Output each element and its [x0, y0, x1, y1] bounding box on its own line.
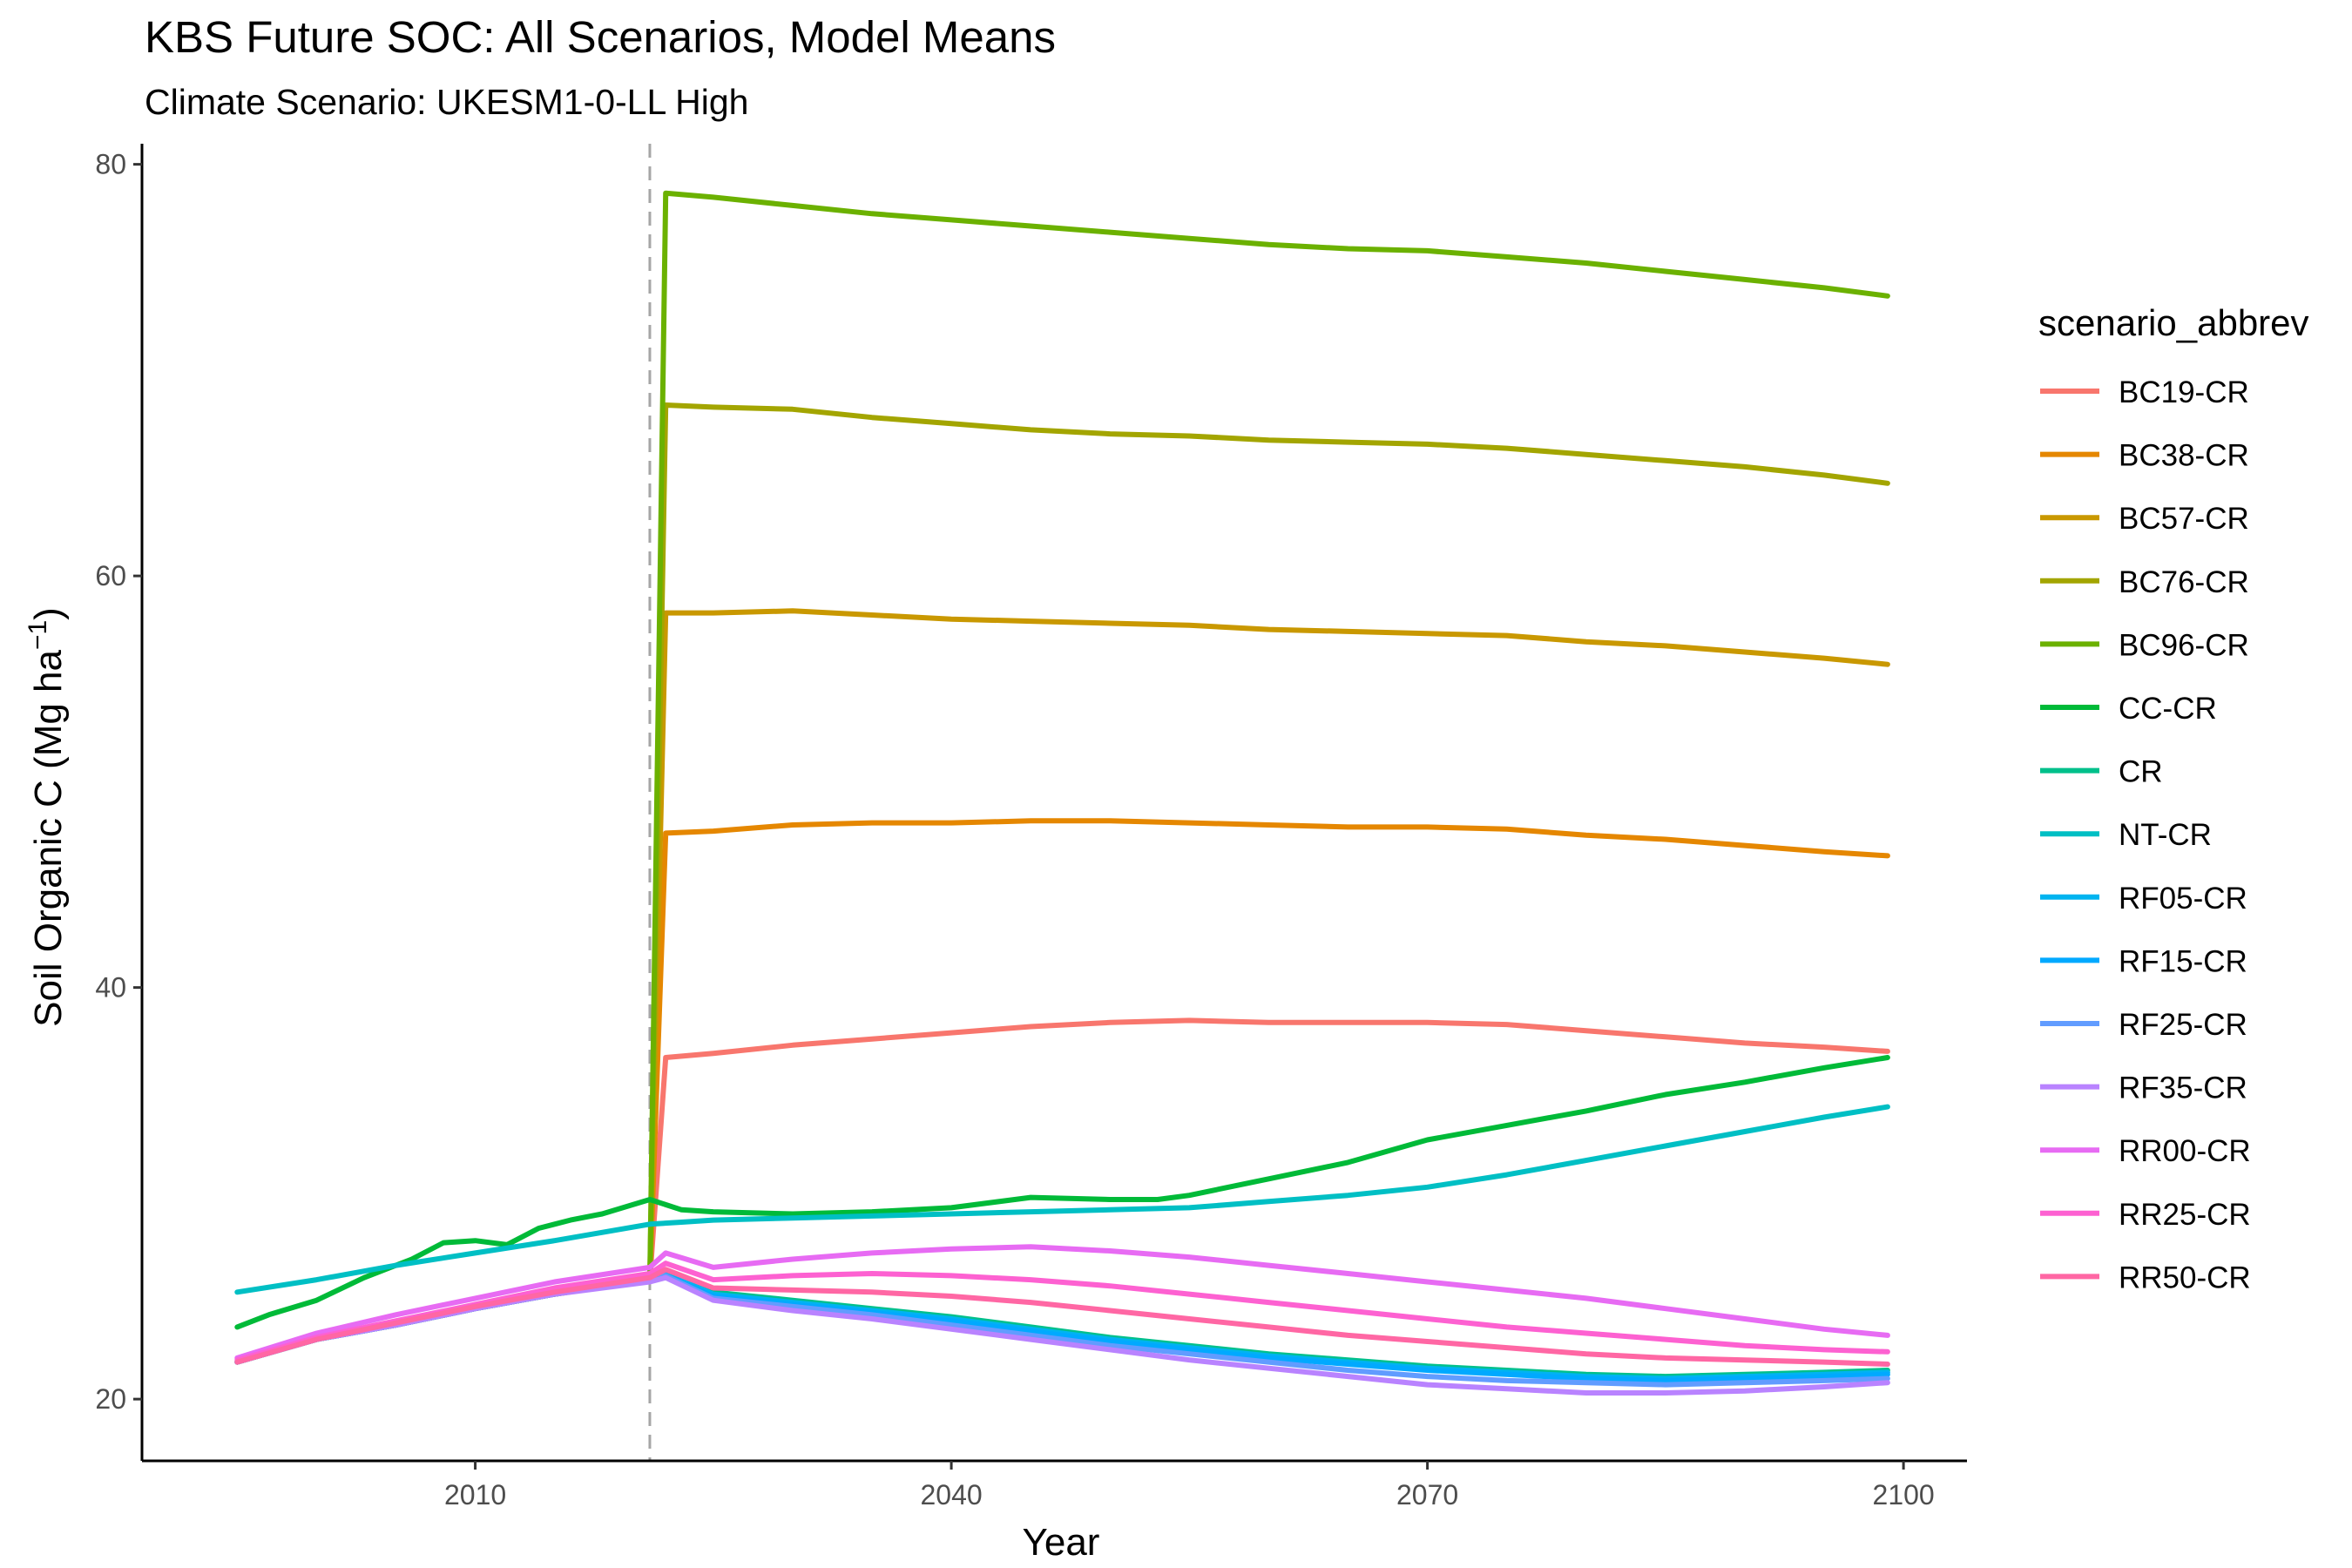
- legend-label: RR00-CR: [2119, 1134, 2251, 1168]
- y-axis-title-main: Soil Organic C (Mg ha: [27, 649, 70, 1026]
- x-tick-label: 2100: [1873, 1479, 1935, 1511]
- legend-label: BC38-CR: [2119, 439, 2249, 473]
- legend-label: RR50-CR: [2119, 1260, 2251, 1294]
- series-line-bc76-cr: [234, 402, 1890, 1365]
- series-line-cc-cr: [234, 1055, 1890, 1330]
- legend-label: BC96-CR: [2119, 628, 2249, 662]
- legend-label: CC-CR: [2119, 692, 2217, 726]
- legend-label: BC76-CR: [2119, 565, 2249, 599]
- series-line-rf15-cr: [234, 1273, 1890, 1383]
- y-tick-label: 60: [95, 560, 126, 591]
- x-tick-label: 2070: [1396, 1479, 1458, 1511]
- chart-subtitle: Climate Scenario: UKESM1-0-LL High: [145, 82, 748, 122]
- x-axis-title: Year: [1023, 1521, 1100, 1564]
- legend-label: CR: [2119, 755, 2163, 789]
- series-line-bc19-cr: [234, 1017, 1890, 1365]
- series-line-cr: [234, 1268, 1890, 1380]
- series-line-rr50-cr: [234, 1267, 1890, 1367]
- chart-title: KBS Future SOC: All Scenarios, Model Mea…: [145, 12, 1056, 62]
- x-tick-label: 2040: [920, 1479, 982, 1511]
- series-line-rf05-cr: [234, 1271, 1890, 1382]
- legend-label: RF05-CR: [2119, 882, 2247, 916]
- series-line-rr00-cr: [234, 1244, 1890, 1361]
- series-line-bc96-cr: [234, 190, 1890, 1365]
- legend: BC19-CR BC38-CR BC57-CR BC76-CR BC96-CR CC-CR…: [2040, 375, 2251, 1294]
- y-tick-label: 80: [95, 149, 126, 180]
- legend-label: RF35-CR: [2119, 1071, 2247, 1105]
- legend-label: BC19-CR: [2119, 375, 2249, 409]
- legend-label: RF15-CR: [2119, 944, 2247, 978]
- series-line-nt-cr: [234, 1104, 1890, 1295]
- y-axis-title: Soil Organic C (Mg ha−1): [24, 607, 70, 1027]
- y-tick-label: 20: [95, 1383, 126, 1415]
- legend-label: RF25-CR: [2119, 1008, 2247, 1042]
- legend-label: NT-CR: [2119, 818, 2212, 852]
- y-axis-title-superscript: −1: [24, 620, 52, 650]
- y-axis: 20 40 60 80: [95, 149, 142, 1415]
- y-tick-label: 40: [95, 972, 126, 1004]
- legend-label: BC57-CR: [2119, 502, 2249, 536]
- x-tick-label: 2010: [444, 1479, 506, 1511]
- legend-label: RR25-CR: [2119, 1198, 2251, 1232]
- x-axis: 2010 2040 2070 2100: [444, 1461, 1935, 1511]
- plot-panel: [234, 144, 1890, 1461]
- y-axis-title-close: ): [27, 607, 70, 620]
- series-line-rr25-cr: [234, 1260, 1890, 1363]
- legend-title: scenario_abbrev: [2038, 302, 2309, 343]
